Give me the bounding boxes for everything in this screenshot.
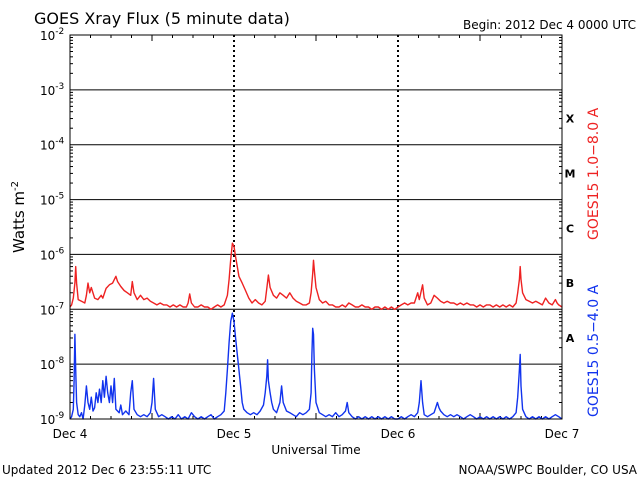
y-tick-exponent: -8 bbox=[55, 356, 64, 366]
y-tick-base: 10 bbox=[40, 358, 55, 372]
legend-long-channel: GOES15 1.0−8.0 A bbox=[586, 107, 602, 240]
y-tick-label: 10-6 bbox=[40, 246, 65, 262]
y-tick-exponent: -4 bbox=[55, 137, 64, 147]
y-axis-title: Watts m-2 bbox=[10, 181, 28, 253]
x-tick-label: Dec 7 bbox=[545, 427, 580, 441]
credit-label: NOAA/SWPC Boulder, CO USA bbox=[459, 463, 638, 477]
x-tick-label: Dec 6 bbox=[381, 427, 416, 441]
y-tick-label: 10-2 bbox=[40, 27, 64, 43]
flare-class-label: M bbox=[565, 167, 576, 180]
y-tick-label: 10-9 bbox=[40, 411, 65, 427]
x-axis-title: Universal Time bbox=[271, 443, 360, 457]
flare-class-label: C bbox=[566, 222, 574, 235]
x-tick-labels: Dec 4 Dec 5 Dec 6 Dec 7 bbox=[53, 427, 580, 441]
legend: GOES15 1.0−8.0 A GOES15 0.5−4.0 A bbox=[586, 107, 602, 417]
grid bbox=[70, 35, 562, 419]
begin-label: Begin: 2012 Dec 4 0000 UTC bbox=[463, 18, 636, 32]
y-tick-exponent: -9 bbox=[55, 411, 64, 421]
y-tick-base: 10 bbox=[40, 248, 55, 262]
y-tick-base: 10 bbox=[40, 84, 55, 98]
series-layer bbox=[69, 242, 563, 420]
flare-class-label: B bbox=[566, 277, 574, 290]
flare-class-label: A bbox=[566, 332, 575, 345]
flare-class-labels: X M C B A bbox=[565, 113, 576, 345]
y-tick-label: 10-8 bbox=[40, 356, 65, 372]
y-tick-base: 10 bbox=[40, 194, 55, 208]
plot-frame bbox=[69, 34, 563, 420]
y-tick-base: 10 bbox=[40, 139, 55, 153]
y-tick-labels: 10-210-310-410-510-610-710-810-9 bbox=[40, 27, 65, 427]
y-tick-label: 10-3 bbox=[40, 82, 64, 98]
y-tick-exponent: -5 bbox=[55, 192, 64, 202]
y-axis-title-exponent: -2 bbox=[10, 181, 21, 191]
y-tick-exponent: -6 bbox=[55, 246, 64, 256]
svg-text:Watts m-2: Watts m-2 bbox=[10, 181, 28, 253]
y-tick-exponent: -7 bbox=[55, 301, 64, 311]
x-tick-label: Dec 5 bbox=[217, 427, 252, 441]
y-tick-exponent: -3 bbox=[55, 82, 64, 92]
y-axis-title-main: Watts m bbox=[10, 191, 28, 253]
y-tick-base: 10 bbox=[40, 29, 55, 43]
series-line-short-channel bbox=[69, 312, 563, 420]
y-tick-label: 10-7 bbox=[40, 301, 64, 317]
y-tick-label: 10-5 bbox=[40, 192, 64, 208]
updated-label: Updated 2012 Dec 6 23:55:11 UTC bbox=[2, 463, 211, 477]
y-tick-label: 10-4 bbox=[40, 137, 65, 153]
y-tick-base: 10 bbox=[40, 413, 55, 427]
x-tick-label: Dec 4 bbox=[53, 427, 88, 441]
legend-short-channel: GOES15 0.5−4.0 A bbox=[586, 284, 602, 417]
y-tick-base: 10 bbox=[40, 303, 55, 317]
flare-class-label: X bbox=[566, 113, 575, 126]
y-tick-exponent: -2 bbox=[55, 27, 64, 37]
series-line-long-channel bbox=[69, 242, 563, 310]
chart-title: GOES Xray Flux (5 minute data) bbox=[34, 9, 290, 28]
